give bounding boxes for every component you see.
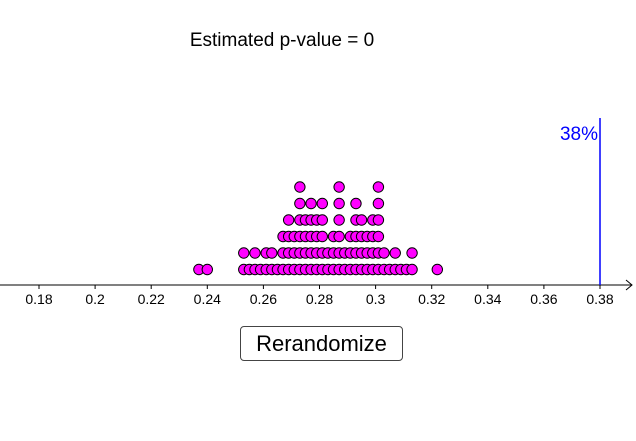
- estimated-p-value-label: Estimated p-value = 0: [189, 30, 375, 51]
- data-dot: [389, 247, 401, 259]
- x-tick-label: 0.38: [586, 291, 613, 307]
- data-dot: [294, 181, 306, 193]
- data-dot: [378, 247, 390, 259]
- data-dot: [333, 181, 345, 193]
- rerandomize-button[interactable]: Rerandomize: [240, 326, 403, 361]
- data-dot: [316, 230, 329, 243]
- data-dot: [372, 181, 385, 193]
- data-dot: [333, 230, 345, 243]
- x-tick-label: 0.26: [250, 291, 277, 307]
- data-dot: [294, 197, 306, 210]
- data-dot: [282, 214, 295, 226]
- data-dot: [406, 247, 418, 259]
- x-axis-arrow: [625, 279, 633, 291]
- data-dot: [333, 197, 345, 210]
- data-dot: [201, 263, 214, 276]
- data-dot: [350, 197, 362, 210]
- x-tick-label: 0.36: [530, 291, 557, 307]
- data-dot: [406, 263, 418, 276]
- data-dot: [431, 263, 444, 276]
- x-tick-label: 0.18: [25, 291, 52, 307]
- data-dot: [249, 247, 261, 259]
- x-tick-label: 0.32: [418, 291, 445, 307]
- x-tick-label: 0.22: [138, 291, 165, 307]
- data-dot: [355, 214, 368, 226]
- data-dot: [238, 247, 250, 259]
- data-dot: [372, 214, 385, 226]
- x-tick-label: 0.3: [366, 291, 386, 307]
- observed-value-label: 38%: [560, 124, 598, 145]
- data-dot: [316, 214, 329, 226]
- data-dot: [316, 197, 329, 210]
- x-tick-label: 0.2: [85, 291, 105, 307]
- data-dot: [372, 197, 385, 210]
- x-tick-label: 0.24: [194, 291, 221, 307]
- data-dot: [305, 197, 317, 210]
- x-tick-label: 0.28: [306, 291, 333, 307]
- data-dot: [266, 247, 278, 259]
- x-tick-label: 0.34: [474, 291, 501, 307]
- data-dot: [333, 214, 345, 226]
- data-dot: [372, 230, 385, 243]
